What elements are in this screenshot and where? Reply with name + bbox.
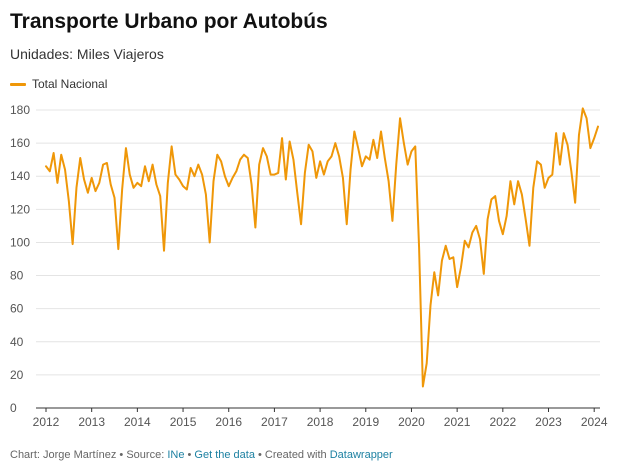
y-tick-label: 20 [10, 368, 24, 382]
y-tick-label: 180 [10, 103, 30, 117]
chart-title: Transporte Urbano por Autobús [10, 10, 328, 33]
x-tick-label: 2013 [78, 415, 105, 429]
x-tick-label: 2018 [307, 415, 334, 429]
y-tick-label: 0 [10, 401, 17, 415]
source-link[interactable]: INe [167, 449, 185, 461]
datawrapper-link[interactable]: Datawrapper [329, 449, 393, 461]
y-tick-label: 100 [10, 235, 30, 249]
x-tick-label: 2023 [535, 415, 562, 429]
x-tick-label: 2021 [444, 415, 471, 429]
chart-footer: Chart: Jorge Martínez • Source: INe • Ge… [10, 449, 393, 461]
x-tick-label: 2017 [261, 415, 288, 429]
footer-separator: • Created with [254, 449, 330, 461]
footer-separator: • [184, 449, 195, 461]
x-tick-label: 2020 [398, 415, 425, 429]
get-data-link[interactable]: Get the data [194, 449, 255, 461]
y-tick-label: 160 [10, 136, 30, 150]
footer-credit: Chart: Jorge Martínez • Source: [10, 449, 168, 461]
x-tick-label: 2016 [215, 415, 242, 429]
legend-swatch [10, 82, 26, 86]
y-tick-label: 80 [10, 269, 24, 283]
x-tick-label: 2024 [581, 415, 608, 429]
x-tick-label: 2014 [124, 415, 151, 429]
legend-label: Total Nacional [32, 77, 108, 91]
legend: Total Nacional [10, 77, 107, 91]
series-line-total-nacional [45, 107, 599, 388]
y-tick-label: 120 [10, 202, 30, 216]
y-tick-label: 40 [10, 335, 24, 349]
y-tick-label: 140 [10, 169, 30, 183]
x-tick-label: 2022 [489, 415, 516, 429]
x-tick-label: 2019 [352, 415, 379, 429]
chart-subtitle: Unidades: Miles Viajeros [10, 46, 164, 62]
x-tick-label: 2015 [170, 415, 197, 429]
x-tick-label: 2012 [33, 415, 60, 429]
y-tick-label: 60 [10, 302, 24, 316]
